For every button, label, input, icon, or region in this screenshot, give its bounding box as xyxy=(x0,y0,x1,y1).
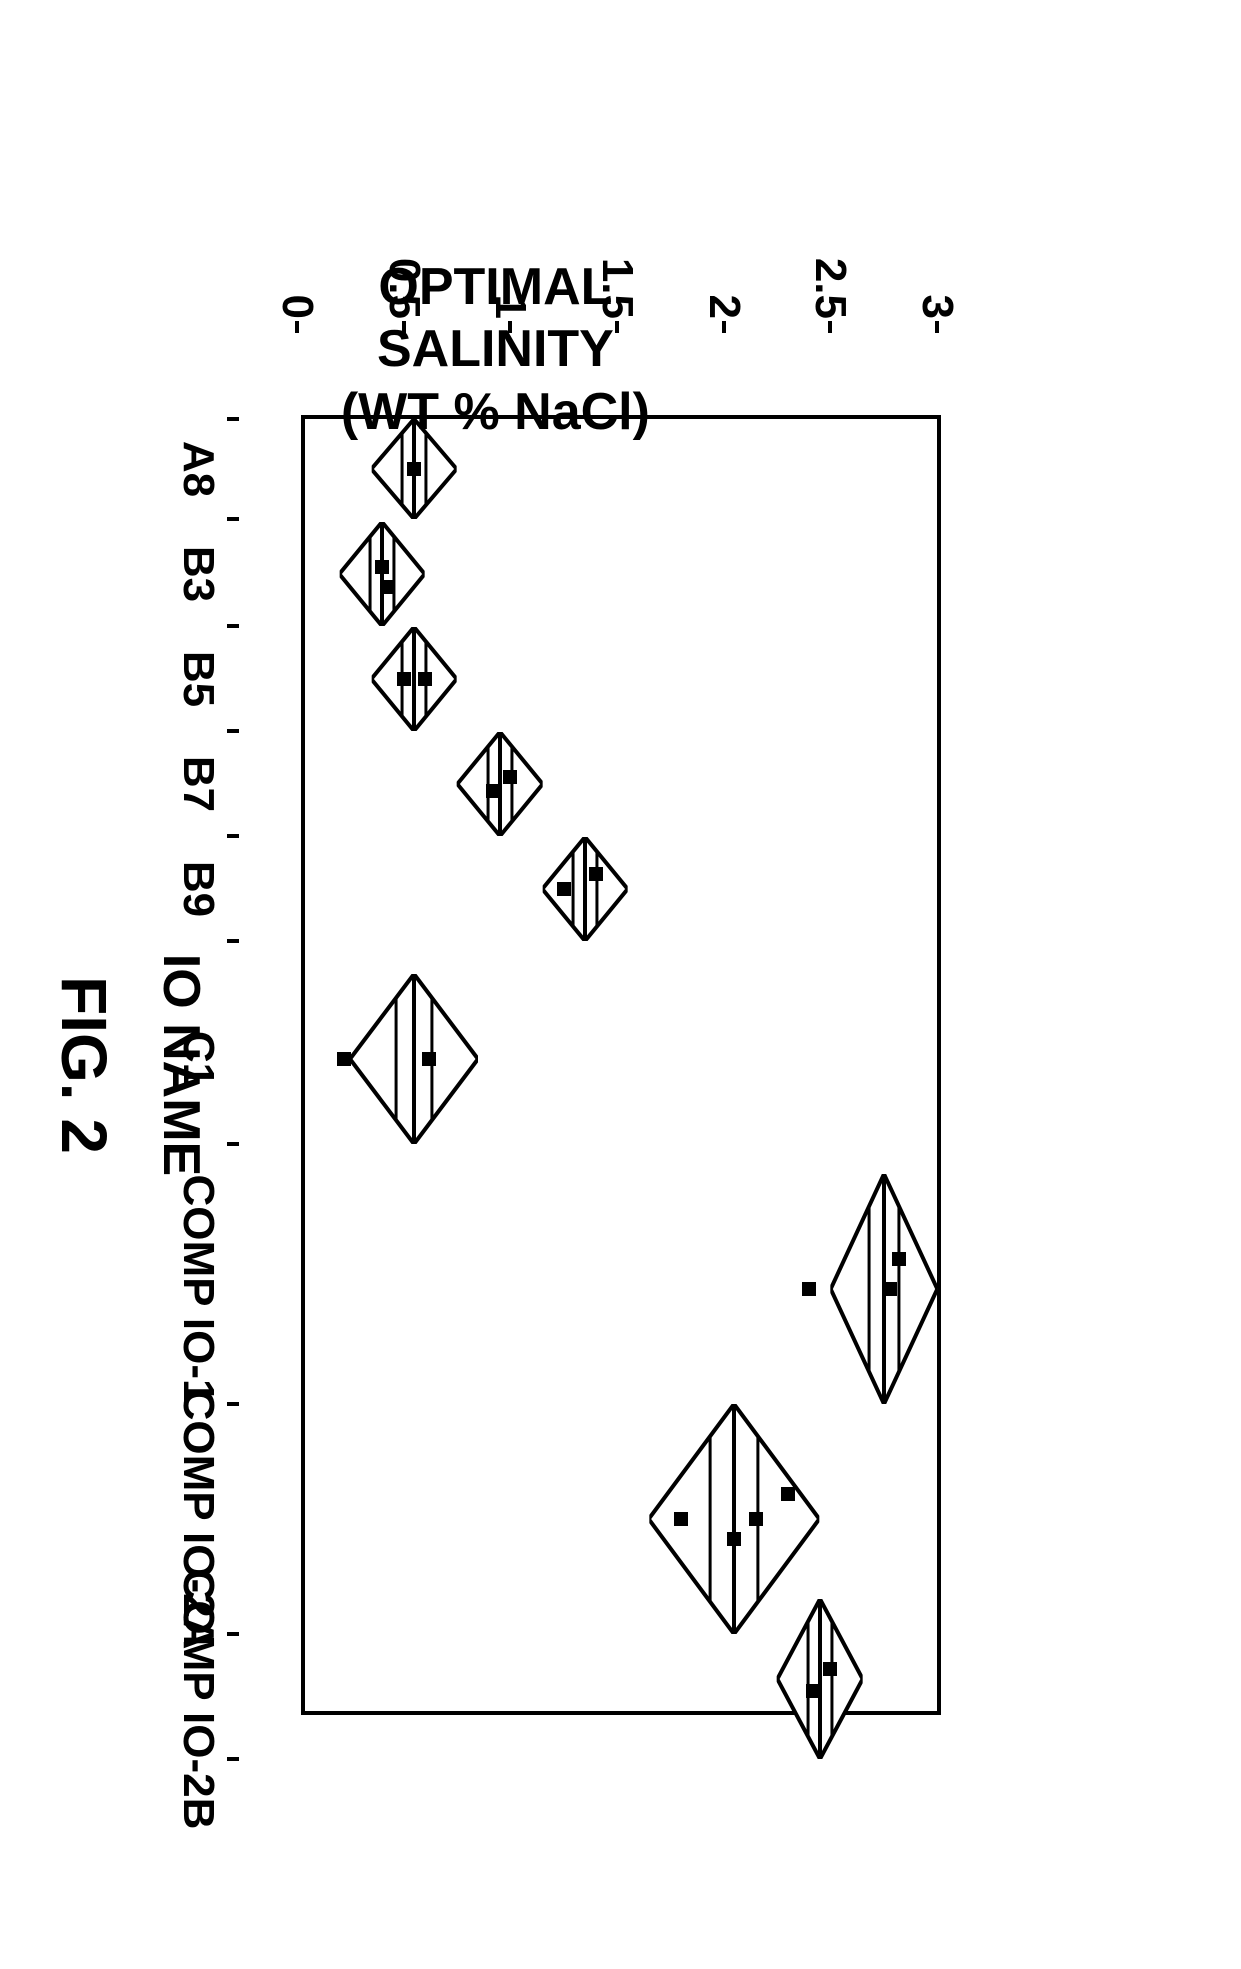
data-point xyxy=(503,770,517,784)
y-tick-label: 2 xyxy=(698,294,748,318)
diamond-marker xyxy=(777,1599,862,1759)
figure-label: FIG. 2 xyxy=(47,976,121,1154)
x-axis-title: IO NAME xyxy=(151,953,211,1175)
y-tick-label: 0 xyxy=(272,294,322,318)
x-tick-label: B5 xyxy=(173,650,223,706)
x-tick-mark xyxy=(227,624,239,628)
x-tick-label: COMP IO-2B xyxy=(173,1568,223,1829)
x-tick-label: B3 xyxy=(173,545,223,601)
data-point xyxy=(891,1252,905,1266)
x-tick-mark xyxy=(227,729,239,733)
data-point xyxy=(375,560,389,574)
x-tick-label: B7 xyxy=(173,755,223,811)
x-tick-mark xyxy=(227,1757,239,1761)
data-point xyxy=(556,882,570,896)
data-point xyxy=(674,1512,688,1526)
y-tick-mark xyxy=(935,321,939,333)
y-tick-mark xyxy=(721,321,725,333)
x-tick-mark xyxy=(227,517,239,521)
data-point xyxy=(727,1532,741,1546)
data-point xyxy=(802,1282,816,1296)
x-tick-label: A8 xyxy=(173,440,223,496)
y-tick-mark xyxy=(828,321,832,333)
plot-area: 00.511.522.53 A8B3B5B7B9C1COMP IO-1COMP … xyxy=(301,415,941,1715)
diamond-marker xyxy=(371,627,456,731)
x-tick-label: B9 xyxy=(173,860,223,916)
data-point xyxy=(823,1662,837,1676)
diamond-marker xyxy=(350,974,478,1144)
data-point xyxy=(407,462,421,476)
data-point xyxy=(806,1684,820,1698)
data-point xyxy=(336,1052,350,1066)
y-tick-mark xyxy=(295,321,299,333)
x-tick-mark xyxy=(227,939,239,943)
y-tick-label: 2.5 xyxy=(805,257,855,318)
diamond-marker xyxy=(542,837,627,941)
y-axis-title: OPTIMAL SALINITY (WT % NaCl) xyxy=(340,255,649,442)
x-tick-mark xyxy=(227,1402,239,1406)
data-point xyxy=(422,1052,436,1066)
data-point xyxy=(780,1487,794,1501)
x-tick-mark xyxy=(227,417,239,421)
data-point xyxy=(486,784,500,798)
data-point xyxy=(883,1282,897,1296)
chart-container: 00.511.522.53 A8B3B5B7B9C1COMP IO-1COMP … xyxy=(301,155,941,1815)
x-tick-label: COMP IO-1 xyxy=(173,1174,223,1403)
x-tick-mark xyxy=(227,1142,239,1146)
data-point xyxy=(588,867,602,881)
data-point xyxy=(379,580,393,594)
data-point xyxy=(396,672,410,686)
data-point xyxy=(748,1512,762,1526)
x-tick-mark xyxy=(227,834,239,838)
y-tick-label: 3 xyxy=(912,294,962,318)
data-point xyxy=(418,672,432,686)
x-tick-mark xyxy=(227,1632,239,1636)
